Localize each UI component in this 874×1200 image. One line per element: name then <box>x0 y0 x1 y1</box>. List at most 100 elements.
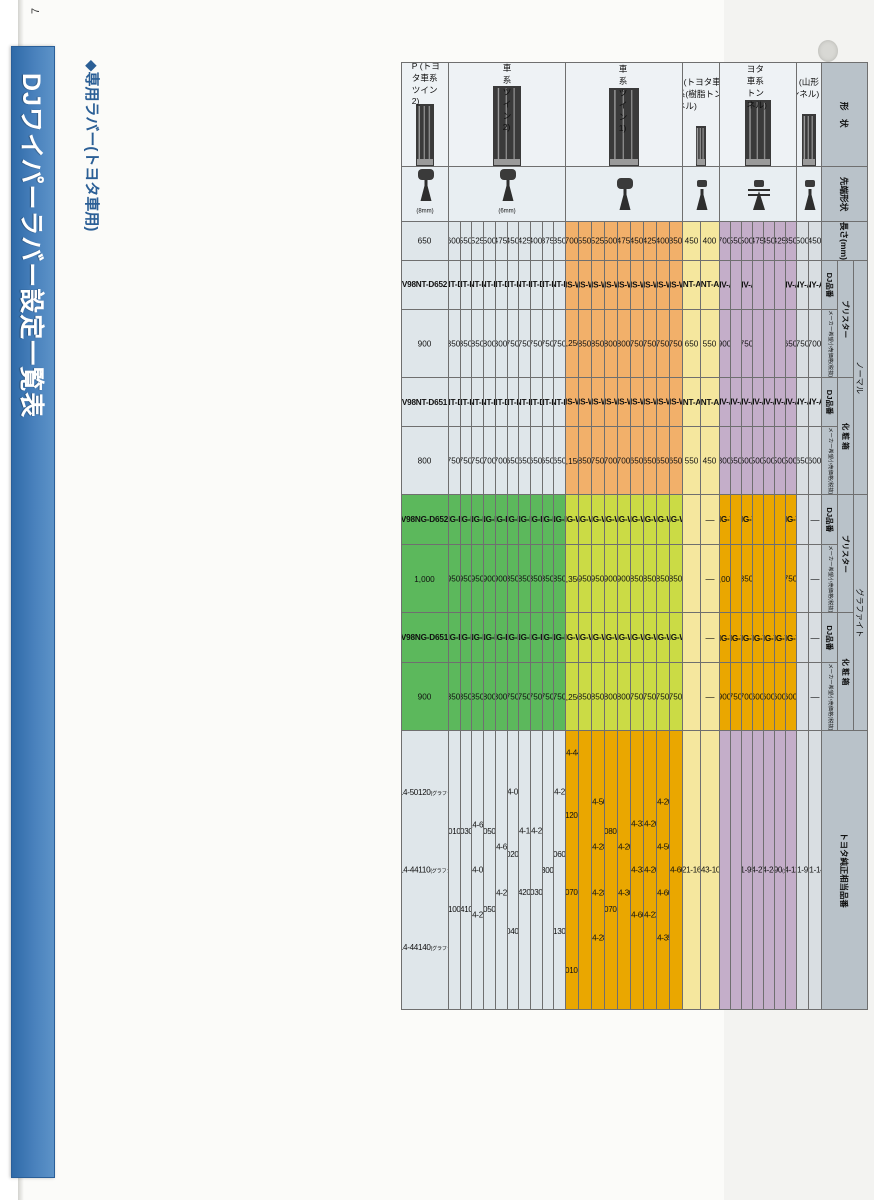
length-cell: 450 <box>763 221 775 261</box>
profile-section-icon <box>609 88 639 167</box>
oem-number-cell: 85214-12300(グラファイト) <box>542 730 554 1010</box>
normal-blister-part-cell <box>774 260 786 310</box>
spec-table-container: 形 状 先端形状 長さ(mm) ノーマル グラファイト トヨタ純正相当品番 ブリ… <box>401 62 868 1010</box>
normal-box-part-cell: V98NT-D451 <box>507 377 519 427</box>
normal-box-part-cell: V98NS-W531 <box>591 377 605 427</box>
graphite-blister-part-cell: V98NG-D602 <box>448 494 461 545</box>
graphite-box-part-cell: V98NG-D601 <box>448 612 461 663</box>
th-nb-price: メーカー希望小売価格(税抜) <box>821 309 838 378</box>
graphite-box-price-cell: 750 <box>518 662 531 731</box>
normal-blister-price-cell: 800 <box>604 309 618 378</box>
oem-number: 85214-60110 <box>472 820 484 830</box>
table-row: P (トヨタ車系ツイン2) (8mm) 650 V98NT-D652 900 V98NT-… <box>401 62 449 1010</box>
length-cell: 450 <box>809 221 822 261</box>
th-gk-part: DJ品番 <box>821 612 838 663</box>
normal-box-part-cell: V98NV-A451 <box>763 377 775 427</box>
normal-box-part-cell: V98NT-D501 <box>483 377 496 427</box>
normal-box-price-cell: 500 <box>752 426 764 495</box>
normal-box-price-cell: 650 <box>656 426 670 495</box>
profile-section-icon <box>493 86 521 167</box>
length-cell: 550 <box>578 221 592 261</box>
length-cell: 525 <box>472 221 484 261</box>
graphite-box-part-cell: V98NG-W481 <box>617 612 631 663</box>
graphite-blister-part-cell: V98NG-W532 <box>591 494 605 545</box>
oem-number: 85214-22360 <box>644 910 657 920</box>
graphite-blister-price-cell: 750 <box>785 544 797 613</box>
oem-number: 85214-60020 <box>631 910 644 920</box>
graphite-box-price-cell <box>796 662 809 731</box>
normal-box-price-cell: 650 <box>530 426 543 495</box>
oem-number: 85214-12300(グラファイト) <box>542 865 554 875</box>
th-group-normal: ノーマル <box>853 260 868 495</box>
graphite-box-price-cell: 750 <box>553 662 566 731</box>
graphite-blister-price-cell <box>752 544 764 613</box>
tip-shape-cell: (8mm) <box>401 166 449 222</box>
tip-shape-cell <box>565 166 683 222</box>
normal-blister-part-cell <box>763 260 775 310</box>
normal-blister-part-cell: V98NT-A452 <box>682 260 701 310</box>
graphite-box-price-cell: — <box>701 662 720 731</box>
graphite-box-part-cell: V98NG-D351 <box>553 612 566 663</box>
graphite-blister-part-cell <box>796 494 809 545</box>
length-cell: 400 <box>701 221 720 261</box>
profile-shape-label: B (山形トンネル) <box>797 77 822 100</box>
tip-shape-cell <box>796 166 822 222</box>
normal-box-price-cell: 700 <box>617 426 631 495</box>
length-cell: 450 <box>630 221 644 261</box>
graphite-box-price-cell: 750 <box>630 662 644 731</box>
length-cell: 700 <box>565 221 579 261</box>
oem-number: 85214-48020(グラファイト) <box>507 849 519 859</box>
oem-number: 85214-40070(グラファイト) <box>604 904 618 914</box>
length-cell: 700 <box>719 221 731 261</box>
normal-box-price-cell: 850 <box>578 426 592 495</box>
oem-number: 85214-53070(グラファイト) <box>565 888 579 898</box>
normal-blister-part-cell: V98NT-D532 <box>472 260 484 310</box>
normal-blister-part-cell: V98NT-D352 <box>553 260 566 310</box>
tip-shape-cell: (6mm) <box>448 166 566 222</box>
normal-blister-price-cell: 750 <box>507 309 519 378</box>
normal-blister-price-cell: 650 <box>682 309 701 378</box>
graphite-blister-price-cell: 1,000 <box>719 544 731 613</box>
graphite-blister-price-cell: 950 <box>578 544 592 613</box>
graphite-box-price-cell: 850 <box>460 662 472 731</box>
oem-number-cell <box>719 730 731 1010</box>
normal-box-part-cell: V98NS-W451 <box>630 377 644 427</box>
oem-number: 85221-95010 <box>797 865 810 875</box>
normal-blister-price-cell: 650 <box>785 309 797 378</box>
normal-box-part-cell: V98NT-D401 <box>530 377 543 427</box>
graphite-box-part-cell: V98NG-V351 <box>785 612 797 663</box>
normal-blister-part-cell: V98NT-D552 <box>460 260 472 310</box>
page-number: 7 <box>30 7 42 14</box>
oem-number: 85214-20380 <box>530 826 542 836</box>
graphite-box-price-cell: 600 <box>752 662 764 731</box>
tip-shape-icon <box>612 176 636 212</box>
graphite-box-price-cell: 900 <box>401 662 449 731</box>
normal-box-price-cell: 500 <box>774 426 786 495</box>
normal-blister-price-cell: 800 <box>617 309 631 378</box>
graphite-blister-part-cell: V98NG-V552 <box>741 494 753 545</box>
normal-blister-price-cell: 700 <box>809 309 822 378</box>
graphite-box-price-cell: 800 <box>483 662 496 731</box>
oem-number-cell: 85221-95010 <box>796 730 810 1010</box>
graphite-box-price-cell: 750 <box>530 662 543 731</box>
normal-blister-price-cell: 900 <box>719 309 731 378</box>
length-cell: 450 <box>507 221 519 261</box>
normal-blister-part-cell: V98NT-D402 <box>530 260 543 310</box>
normal-blister-part-cell: V98NS-W482 <box>617 260 631 310</box>
oem-number: 85214-60050 <box>670 865 683 875</box>
th-gb-part: DJ品番 <box>821 494 838 545</box>
th-gb-price: メーカー希望小売価格(税抜) <box>821 544 838 613</box>
th-normal-blister: ブリスター <box>837 260 854 378</box>
length-cell: 550 <box>730 221 742 261</box>
graphite-box-price-cell: 800 <box>617 662 631 731</box>
normal-blister-part-cell: V98NT-D482 <box>495 260 508 310</box>
graphite-blister-price-cell: 950 <box>591 544 605 613</box>
table-row: L (トヨタ車系(樹脂トンネル)400V98NT-A402550V98NT-A4… <box>682 62 720 1010</box>
length-cell: 475 <box>752 221 764 261</box>
table-head: 形 状 先端形状 長さ(mm) ノーマル グラファイト トヨタ純正相当品番 ブリ… <box>821 62 868 1010</box>
normal-box-price-cell: 650 <box>630 426 644 495</box>
profile-shape-label: K (トヨタ車系トンネル) <box>746 64 767 111</box>
graphite-box-part-cell: V98NG-D551 <box>460 612 472 663</box>
oem-number-cell: 85214-20320 85214-20330 85214-22360 <box>643 730 657 1010</box>
